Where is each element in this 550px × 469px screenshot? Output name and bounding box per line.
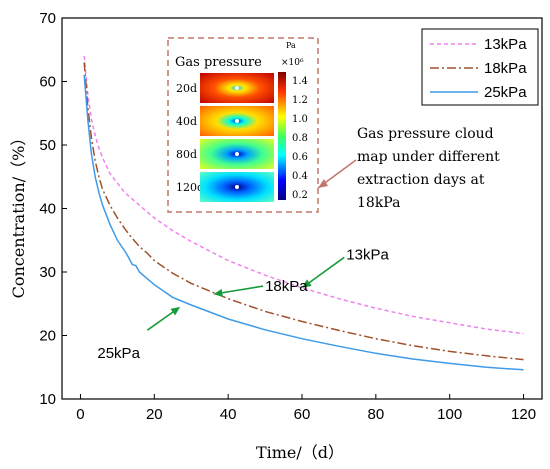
inset-heatmaps: 20d 40d 80d 120d [176,73,274,202]
annotation-arrow-25kPa [146,309,176,331]
y-tick-label: 20 [39,328,56,345]
annotation-label-13kPa: 13kPa [346,246,389,263]
x-tick-label: 40 [220,406,237,423]
inset-row-label-20d: 20d [176,82,197,95]
series-line-18kPa [83,62,524,361]
y-tick-label: 70 [39,10,56,27]
annotation-arrow-18kPa [219,285,264,295]
annotation-arrowhead [170,306,181,316]
legend: 13kPa 18kPa 25kPa [421,28,539,106]
y-tick-label: 50 [39,137,56,154]
y-tick-label: 40 [39,201,56,218]
borehole-marker [235,119,239,123]
inset-title: Gas pressure [175,55,262,70]
inset-row-label-120d: 120d [176,181,204,194]
colorbar-tick-label: 0.2 [292,190,308,201]
callout-line-1: Gas pressure cloud [357,126,494,142]
annotation-arrow-13kPa [306,256,345,286]
series-line-13kPa [83,56,524,335]
legend-items: 13kPa 18kPa 25kPa [430,36,527,101]
callout-line-3: extraction days at [357,172,485,188]
inset-row-label-80d: 80d [176,148,197,161]
y-tick-label: 60 [39,74,56,91]
legend-label-18kPa: 18kPa [484,60,527,77]
annotation-arrowhead [302,279,312,288]
axes: 0 20 40 60 80 100 120 10 20 30 40 50 60 70 [39,10,543,423]
callout: Gas pressure cloud map under different e… [317,126,500,211]
x-tick-label: 120 [511,406,536,423]
colorbar-tick-label: 0.6 [292,152,308,163]
annotations: 13kPa 18kPa 25kPa [97,246,389,362]
borehole-marker [235,152,239,156]
callout-line-2: map under different [357,149,500,165]
series-lines [83,56,524,371]
annotation-label-25kPa: 25kPa [97,345,140,362]
colorbar-ticks: 1.4 1.2 1.0 0.8 0.6 0.4 0.2 [292,76,308,201]
colorbar-tick-label: 0.8 [292,133,308,144]
borehole-marker [235,185,239,189]
callout-arrowhead [318,179,328,188]
x-tick-label: 0 [76,406,84,423]
colorbar-scale: ×10⁶ [281,58,304,68]
series-line-25kPa [83,75,524,371]
x-tick-label: 80 [368,406,385,423]
legend-label-25kPa: 25kPa [484,84,527,101]
colorbar-tick-label: 1.4 [292,76,308,87]
y-axis-title: Concentration/（%） [9,130,28,299]
x-axis-title: Time/（d） [256,443,344,462]
callout-line-4: 18kPa [357,195,400,211]
colorbar-tick-label: 1.0 [292,114,308,125]
x-tick-label: 20 [146,406,163,423]
inset-row-label-40d: 40d [176,115,197,128]
y-tick-label: 10 [39,391,56,408]
legend-label-13kPa: 13kPa [484,36,527,53]
annotation-arrowhead [213,288,223,297]
borehole-marker [235,86,239,90]
x-tick-label: 60 [294,406,311,423]
annotation-label-18kPa: 18kPa [265,278,308,295]
x-tick-label: 100 [437,406,462,423]
colorbar-unit: Pa [286,41,296,50]
y-tick-label: 30 [39,264,56,281]
colorbar [278,72,286,200]
colorbar-tick-label: 1.2 [292,95,308,106]
colorbar-tick-label: 0.4 [292,171,308,182]
